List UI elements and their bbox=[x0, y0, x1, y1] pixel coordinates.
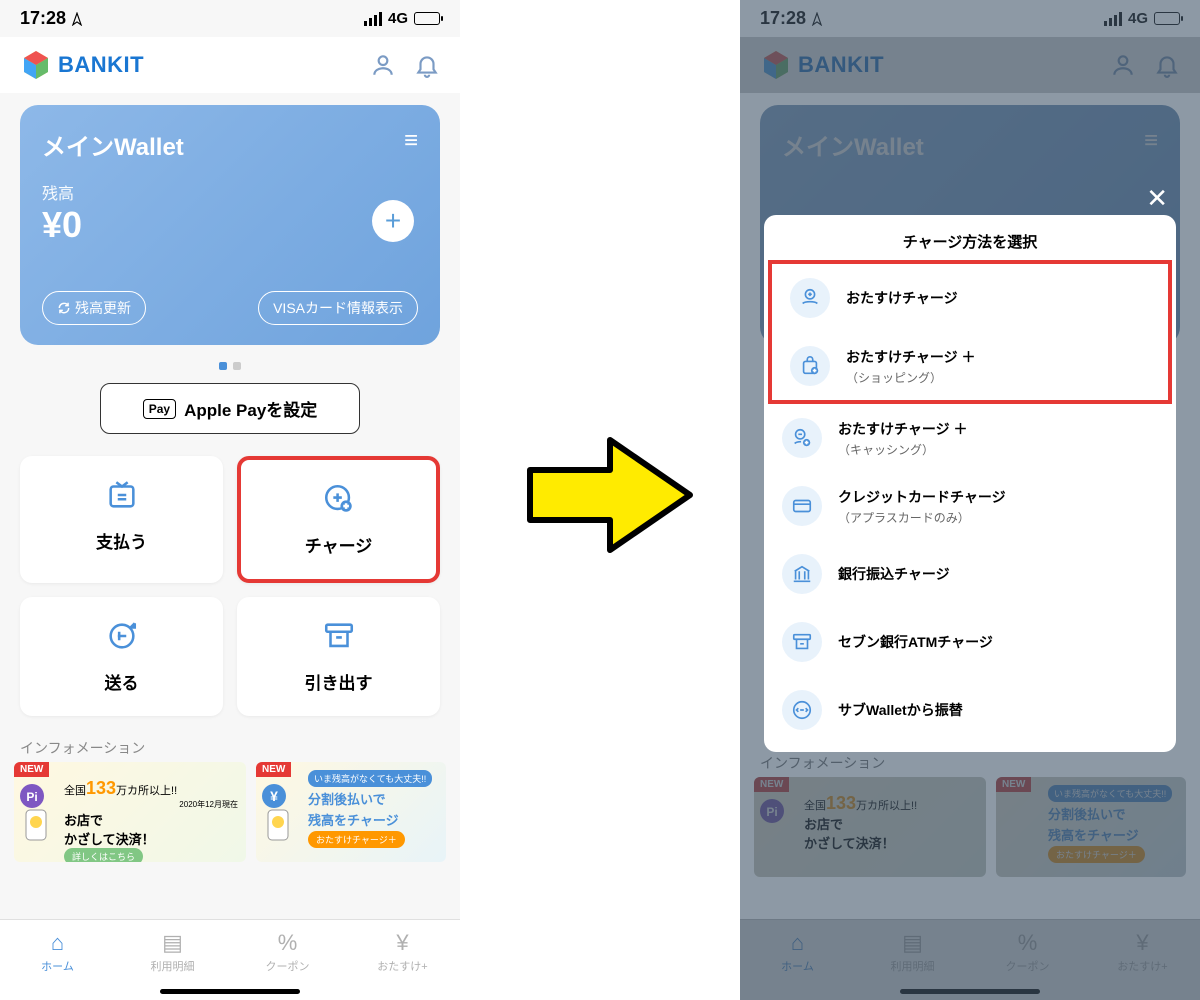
bag-plus-icon bbox=[790, 346, 830, 386]
home-icon: ⌂ bbox=[4, 930, 111, 956]
action-grid: 支払う チャージ 送る 引き出す bbox=[0, 442, 460, 730]
nav-help[interactable]: ¥おたすけ+ bbox=[345, 920, 460, 1000]
charge-option-bank[interactable]: 銀行振込チャージ bbox=[764, 540, 1176, 608]
nav-home[interactable]: ⌂ホーム bbox=[0, 920, 115, 1000]
charge-option-credit[interactable]: クレジットカードチャージ（アプラスカードのみ） bbox=[764, 472, 1176, 540]
bottom-nav: ⌂ホーム ▤利用明細 %クーポン ¥おたすけ+ bbox=[0, 919, 460, 1000]
status-time: 17:28 bbox=[20, 8, 66, 29]
hand-yen-plus-icon bbox=[782, 418, 822, 458]
nav-history[interactable]: ▤利用明細 bbox=[115, 920, 230, 1000]
charge-option-otasuke[interactable]: おたすけチャージ bbox=[772, 264, 1168, 332]
balance-amount: ¥0 bbox=[42, 204, 418, 246]
modal-highlight-box: おたすけチャージ おたすけチャージ ＋（ショッピング） bbox=[768, 260, 1172, 404]
charge-method-modal: ✕ チャージ方法を選択 おたすけチャージ おたすけチャージ ＋（ショッピング） … bbox=[764, 215, 1176, 752]
svg-text:¥: ¥ bbox=[270, 788, 278, 804]
charge-icon bbox=[251, 482, 426, 524]
withdraw-button[interactable]: 引き出す bbox=[237, 597, 440, 716]
transfer-icon bbox=[782, 690, 822, 730]
apple-pay-label: Apple Payを設定 bbox=[184, 396, 317, 421]
banner-row: NEW Pi 全国133万カ所以上!! 2020年12月現在 お店で かざして決… bbox=[0, 762, 460, 862]
credit-card-icon bbox=[782, 486, 822, 526]
pay-button[interactable]: 支払う bbox=[20, 456, 223, 583]
banner-2[interactable]: NEW ¥ いま残高がなくても大丈夫!! 分割後払いで 残高をチャージ おたすけ… bbox=[256, 762, 446, 862]
logo[interactable]: BANKIT bbox=[20, 49, 144, 81]
balance-label: 残高 bbox=[42, 180, 418, 204]
modal-title: チャージ方法を選択 bbox=[764, 231, 1176, 252]
help-icon: ¥ bbox=[349, 930, 456, 956]
charge-button[interactable]: チャージ bbox=[237, 456, 440, 583]
signal-icon bbox=[364, 12, 382, 26]
banner-1[interactable]: NEW Pi 全国133万カ所以上!! 2020年12月現在 お店で かざして決… bbox=[14, 762, 246, 862]
battery-icon bbox=[414, 12, 440, 25]
profile-icon[interactable] bbox=[370, 52, 396, 78]
pay-icon bbox=[30, 478, 213, 520]
charge-option-seven-atm[interactable]: セブン銀行ATMチャージ bbox=[764, 608, 1176, 676]
close-icon[interactable]: ✕ bbox=[1146, 183, 1168, 214]
send-button[interactable]: 送る bbox=[20, 597, 223, 716]
logo-text: BANKIT bbox=[58, 52, 144, 78]
arrow-icon bbox=[520, 430, 700, 565]
app-header: BANKIT bbox=[0, 37, 460, 93]
charge-option-subwallet[interactable]: サブWalletから振替 bbox=[764, 676, 1176, 744]
bank-icon bbox=[782, 554, 822, 594]
info-section-label: インフォメーション bbox=[0, 730, 460, 762]
apple-pay-button[interactable]: Pay Apple Payを設定 bbox=[100, 383, 360, 434]
logo-cube-icon bbox=[20, 49, 52, 81]
svg-text:Pi: Pi bbox=[26, 790, 37, 804]
add-button[interactable]: + bbox=[372, 200, 414, 242]
wallet-card: メインWallet ≡ 残高 ¥0 + 残高更新 VISAカード情報表示 bbox=[20, 105, 440, 345]
charge-option-otasuke-shopping[interactable]: おたすけチャージ ＋（ショッピング） bbox=[772, 332, 1168, 400]
visa-info-button[interactable]: VISAカード情報表示 bbox=[258, 291, 418, 325]
home-indicator bbox=[160, 989, 300, 994]
phone-screen-modal: 17:28 4G BANKIT メインWallet ≡ インフォメーション NE… bbox=[740, 0, 1200, 1000]
withdraw-icon bbox=[247, 619, 430, 661]
bell-icon[interactable] bbox=[414, 52, 440, 78]
apple-pay-badge: Pay bbox=[143, 399, 176, 419]
refresh-balance-button[interactable]: 残高更新 bbox=[42, 291, 146, 325]
coupon-icon: % bbox=[234, 930, 341, 956]
phone-yen-icon: ¥ bbox=[260, 782, 300, 842]
status-bar: 17:28 4G bbox=[0, 0, 460, 37]
receipt-icon: ▤ bbox=[119, 930, 226, 956]
phone-pay-icon: Pi bbox=[18, 782, 58, 842]
phone-screen-home: 17:28 4G BANKIT メインWallet ≡ 残高 ¥0 + 残高更新… bbox=[0, 0, 460, 1000]
charge-option-otasuke-cashing[interactable]: おたすけチャージ ＋（キャッシング） bbox=[764, 404, 1176, 472]
wallet-title: メインWallet bbox=[42, 127, 418, 162]
network-label: 4G bbox=[388, 10, 408, 27]
wallet-menu-icon[interactable]: ≡ bbox=[404, 127, 418, 155]
nav-coupon[interactable]: %クーポン bbox=[230, 920, 345, 1000]
page-dots bbox=[0, 357, 460, 375]
atm-icon bbox=[782, 622, 822, 662]
send-icon bbox=[30, 619, 213, 661]
hand-yen-icon bbox=[790, 278, 830, 318]
